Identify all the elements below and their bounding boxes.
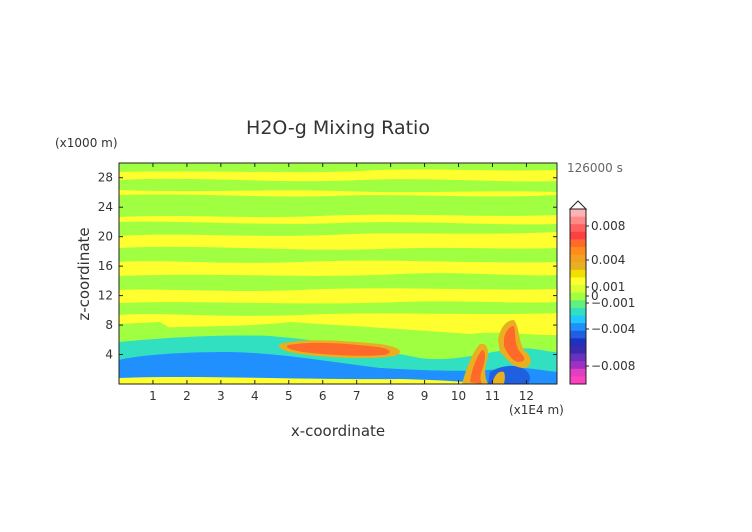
x-tick-label: 2 bbox=[183, 389, 191, 403]
colorbar-label: −0.004 bbox=[591, 322, 635, 336]
plot-area bbox=[119, 163, 557, 384]
x-tick-label: 9 bbox=[421, 389, 429, 403]
colorbar-swatch bbox=[570, 216, 586, 225]
colorbar-swatch bbox=[570, 345, 586, 355]
colorbar-swatch bbox=[570, 376, 586, 385]
chart-title: H2O-g Mixing Ratio bbox=[246, 117, 430, 139]
colorbar-swatch bbox=[570, 231, 586, 240]
x-unit-label: (x1E4 m) bbox=[509, 403, 564, 417]
x-tick-label: 3 bbox=[217, 389, 225, 403]
y-tick-label: 4 bbox=[105, 348, 113, 362]
y-tick-label: 12 bbox=[98, 289, 113, 303]
y-tick-label: 24 bbox=[98, 200, 113, 214]
colorbar-swatch bbox=[570, 323, 586, 332]
time-label: 126000 s bbox=[567, 161, 623, 175]
colorbar-swatch bbox=[570, 361, 586, 370]
x-tick-label: 1 bbox=[149, 389, 157, 403]
y-axis-label: z-coordinate bbox=[75, 227, 93, 320]
x-tick-label: 6 bbox=[319, 389, 327, 403]
colorbar-swatch bbox=[570, 254, 586, 263]
colorbar-swatch bbox=[570, 285, 586, 294]
plot-frame bbox=[118, 162, 558, 385]
colorbar-swatch bbox=[570, 300, 586, 309]
x-tick-label: 7 bbox=[353, 389, 361, 403]
colorbar-label: −0.008 bbox=[591, 359, 635, 373]
colorbar-swatch bbox=[570, 353, 586, 362]
colorbar-swatch bbox=[570, 239, 586, 248]
y-unit-label: (x1000 m) bbox=[55, 136, 118, 150]
colorbar-swatch bbox=[570, 209, 586, 218]
colorbar-swatch bbox=[570, 262, 586, 271]
x-tick-label: 8 bbox=[387, 389, 395, 403]
colorbar-label: 0.001 bbox=[591, 280, 625, 294]
colorbar-swatch bbox=[570, 368, 586, 377]
colorbar-swatch bbox=[570, 269, 586, 278]
colorbar-swatch bbox=[570, 307, 586, 317]
colorbar-label: 0 bbox=[591, 289, 599, 303]
y-tick-label: 28 bbox=[98, 171, 113, 185]
plume-orange-3 bbox=[492, 371, 505, 384]
y-tick-label: 20 bbox=[98, 230, 113, 244]
colorbar-swatch bbox=[570, 247, 586, 256]
y-tick-label: 16 bbox=[98, 259, 113, 273]
surface-strip bbox=[119, 377, 490, 384]
x-tick-label: 10 bbox=[451, 389, 466, 403]
x-axis-label: x-coordinate bbox=[291, 422, 385, 440]
colorbar-label: 0.004 bbox=[591, 253, 625, 267]
x-tick-label: 5 bbox=[285, 389, 293, 403]
colorbar-label: 0.008 bbox=[591, 219, 625, 233]
x-tick-label: 4 bbox=[251, 389, 259, 403]
x-axis-ticks: 1 2 3 4 5 6 7 8 9 10 11 12 bbox=[149, 163, 534, 403]
red-tongue bbox=[286, 342, 390, 356]
plume-red-1 bbox=[470, 350, 485, 384]
colorbar-overflow-arrow bbox=[568, 200, 588, 210]
x-tick-label: 11 bbox=[485, 389, 500, 403]
colorbar-swatch bbox=[570, 292, 586, 301]
y-axis-ticks: 4 8 12 16 20 24 28 bbox=[98, 171, 557, 362]
y-tick-label: 8 bbox=[105, 318, 113, 332]
colorbar-swatch bbox=[570, 315, 586, 324]
colorbar-swatch bbox=[570, 277, 586, 286]
x-tick-label: 12 bbox=[519, 389, 534, 403]
colorbar-label: −0.001 bbox=[591, 296, 635, 310]
blue-region bbox=[119, 352, 557, 384]
colorbar-swatch bbox=[570, 224, 586, 233]
colorbar-swatch bbox=[570, 330, 586, 339]
colorbar-swatch bbox=[570, 338, 586, 347]
plume-red-2 bbox=[504, 326, 525, 362]
